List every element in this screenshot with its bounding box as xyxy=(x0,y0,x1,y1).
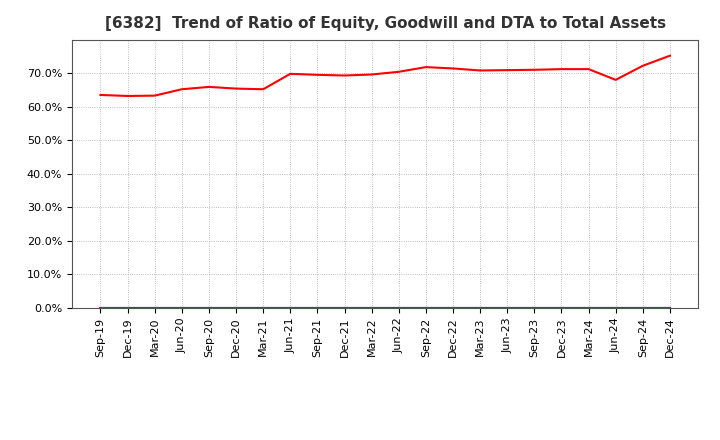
Equity xyxy=(557,66,566,72)
Deferred Tax Assets xyxy=(476,305,485,311)
Equity xyxy=(449,66,457,71)
Equity xyxy=(232,86,240,91)
Deferred Tax Assets xyxy=(611,305,620,311)
Equity xyxy=(123,93,132,99)
Equity xyxy=(639,63,647,68)
Goodwill xyxy=(313,305,322,311)
Deferred Tax Assets xyxy=(449,305,457,311)
Deferred Tax Assets xyxy=(367,305,376,311)
Equity xyxy=(665,53,674,59)
Equity xyxy=(150,93,159,98)
Goodwill xyxy=(150,305,159,311)
Equity xyxy=(530,67,539,73)
Deferred Tax Assets xyxy=(665,305,674,311)
Equity xyxy=(611,77,620,82)
Deferred Tax Assets xyxy=(286,305,294,311)
Goodwill xyxy=(584,305,593,311)
Deferred Tax Assets xyxy=(123,305,132,311)
Equity xyxy=(204,84,213,90)
Deferred Tax Assets xyxy=(503,305,511,311)
Deferred Tax Assets xyxy=(178,305,186,311)
Deferred Tax Assets xyxy=(232,305,240,311)
Goodwill xyxy=(123,305,132,311)
Equity xyxy=(96,92,105,98)
Equity xyxy=(286,71,294,77)
Equity xyxy=(476,68,485,73)
Equity xyxy=(178,87,186,92)
Goodwill xyxy=(421,305,430,311)
Goodwill xyxy=(395,305,403,311)
Equity xyxy=(421,65,430,70)
Deferred Tax Assets xyxy=(259,305,268,311)
Goodwill xyxy=(449,305,457,311)
Goodwill xyxy=(367,305,376,311)
Goodwill xyxy=(204,305,213,311)
Goodwill xyxy=(286,305,294,311)
Goodwill xyxy=(611,305,620,311)
Goodwill xyxy=(557,305,566,311)
Goodwill xyxy=(530,305,539,311)
Goodwill xyxy=(96,305,105,311)
Deferred Tax Assets xyxy=(150,305,159,311)
Deferred Tax Assets xyxy=(395,305,403,311)
Goodwill xyxy=(178,305,186,311)
Equity xyxy=(503,67,511,73)
Deferred Tax Assets xyxy=(557,305,566,311)
Deferred Tax Assets xyxy=(639,305,647,311)
Deferred Tax Assets xyxy=(313,305,322,311)
Goodwill xyxy=(341,305,349,311)
Equity xyxy=(341,73,349,78)
Goodwill xyxy=(259,305,268,311)
Deferred Tax Assets xyxy=(204,305,213,311)
Goodwill xyxy=(639,305,647,311)
Equity xyxy=(313,72,322,77)
Goodwill xyxy=(503,305,511,311)
Line: Equity: Equity xyxy=(101,56,670,96)
Title: [6382]  Trend of Ratio of Equity, Goodwill and DTA to Total Assets: [6382] Trend of Ratio of Equity, Goodwil… xyxy=(104,16,666,32)
Deferred Tax Assets xyxy=(96,305,105,311)
Deferred Tax Assets xyxy=(584,305,593,311)
Equity xyxy=(259,87,268,92)
Deferred Tax Assets xyxy=(341,305,349,311)
Goodwill xyxy=(476,305,485,311)
Equity xyxy=(395,69,403,74)
Goodwill xyxy=(232,305,240,311)
Goodwill xyxy=(665,305,674,311)
Deferred Tax Assets xyxy=(530,305,539,311)
Equity xyxy=(584,66,593,72)
Deferred Tax Assets xyxy=(421,305,430,311)
Equity xyxy=(367,72,376,77)
